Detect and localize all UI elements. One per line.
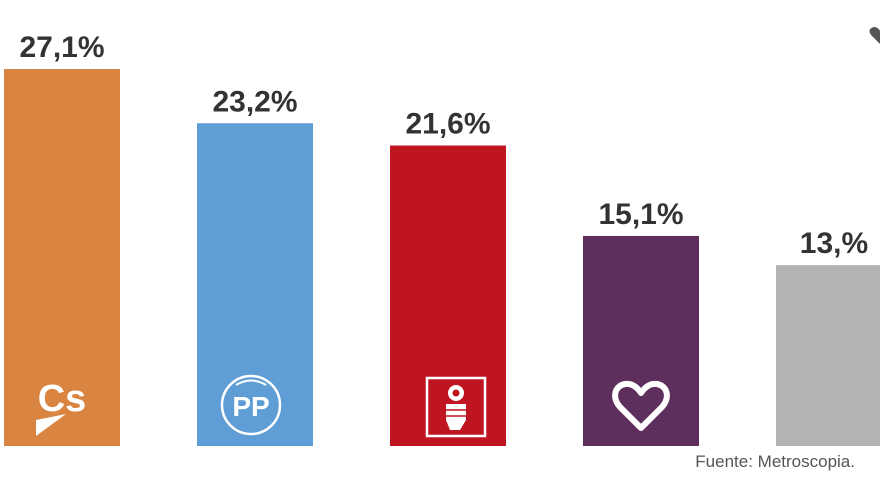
bar-cs <box>4 69 120 446</box>
bars-layer <box>4 69 880 447</box>
bar-psoe <box>390 145 506 446</box>
party-icons-layer: Cs PP <box>36 374 670 438</box>
value-label-podemos: 15,1% <box>598 198 683 231</box>
heart-icon <box>612 380 670 431</box>
value-labels-layer: 27,1% 23,2% 21,6% 15,1% 13,% <box>19 31 868 260</box>
bar-other <box>776 265 880 446</box>
value-label-cs: 27,1% <box>19 31 104 64</box>
value-label-other: 13,% <box>800 227 868 260</box>
cropped-heart-icon <box>869 27 880 44</box>
pp-logo-icon: PP <box>220 374 282 436</box>
bar-podemos <box>583 235 699 446</box>
svg-text:PP: PP <box>232 391 269 422</box>
svg-text:Cs: Cs <box>38 378 87 420</box>
source-note: Fuente: Metroscopia. <box>695 452 855 471</box>
psoe-rose-icon <box>425 376 487 438</box>
value-label-psoe: 21,6% <box>405 108 490 141</box>
cs-logo-icon: Cs <box>36 378 86 436</box>
bar-pp <box>197 123 313 447</box>
value-label-pp: 23,2% <box>212 85 297 118</box>
